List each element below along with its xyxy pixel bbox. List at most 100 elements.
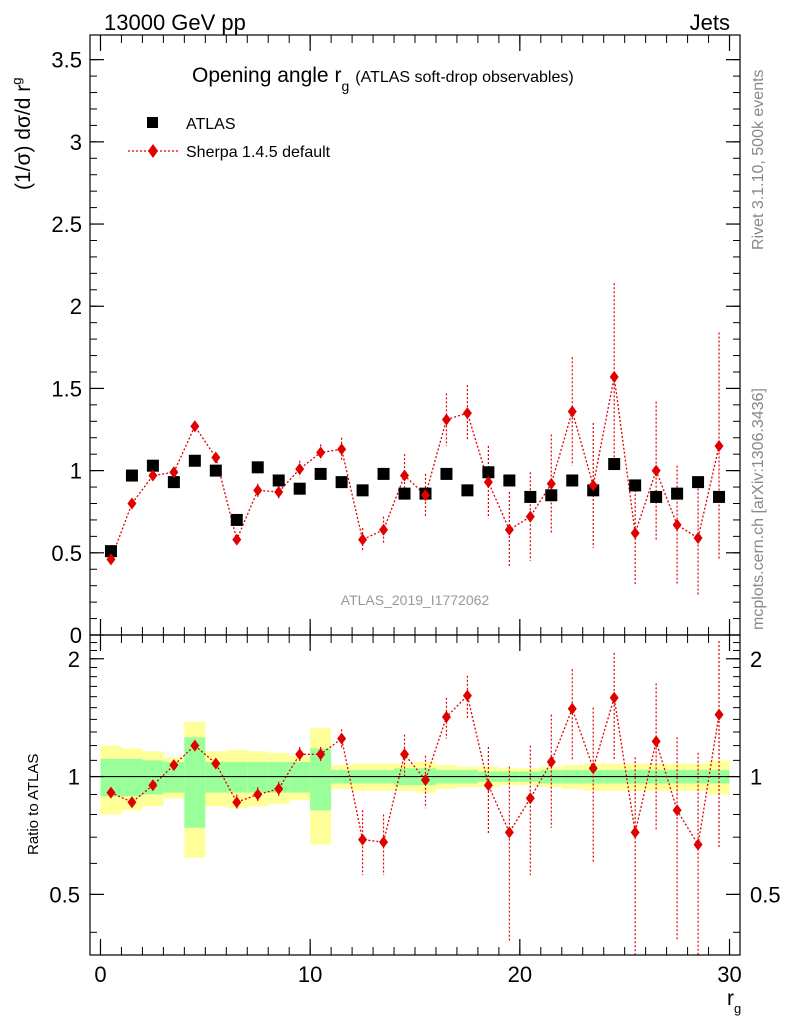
ratio-band-inner xyxy=(121,758,143,797)
sherpa-ratio-line xyxy=(110,694,720,847)
ratio-panel: 0.5 0.5 1 1 2 2 Ratio to ATLAS xyxy=(25,634,781,956)
atlas-data-point xyxy=(482,466,495,479)
chart-title: Opening angle rg (ATLAS soft-drop observa… xyxy=(192,64,574,94)
atlas-data-point xyxy=(125,469,138,482)
atlas-data-point xyxy=(713,490,726,503)
ratio-y-tick-label: 2 xyxy=(68,647,80,672)
sherpa-data-point xyxy=(316,446,326,459)
sherpa-data-point xyxy=(693,532,703,545)
ratio-band-inner xyxy=(184,737,206,828)
sherpa-ratio-point xyxy=(672,804,682,817)
mcplots-label: mcplots.cern.ch [arXiv:1306.3436] xyxy=(750,388,767,630)
legend-marker-sherpa xyxy=(148,144,158,158)
ratio-y-tick-label: 0.5 xyxy=(49,882,80,907)
x-tick-label: 20 xyxy=(508,962,532,987)
sherpa-line xyxy=(110,376,720,560)
sherpa-data-point xyxy=(274,485,284,498)
atlas-data-point xyxy=(608,458,621,471)
atlas-data-point xyxy=(167,476,180,489)
legend-label-sherpa: Sherpa 1.4.5 default xyxy=(186,144,331,161)
x-tick-label: 10 xyxy=(298,962,322,987)
y-tick-label: 1.5 xyxy=(51,376,82,401)
atlas-data-point xyxy=(230,513,243,526)
atlas-data-point xyxy=(146,459,159,472)
sherpa-data-point xyxy=(441,413,451,426)
sherpa-data-point xyxy=(169,466,179,479)
atlas-data-point xyxy=(335,476,348,489)
sherpa-ratio-point xyxy=(253,788,263,801)
ratio-y-tick-label-right: 0.5 xyxy=(750,882,781,907)
atlas-data-point xyxy=(314,467,327,480)
main-panel: 0 0.5 1 1.5 2 2.5 3 3.5 ATLAS_2019_I1772062 Ope… xyxy=(9,34,741,648)
ratio-band-inner xyxy=(226,761,248,793)
sherpa-data-point xyxy=(609,370,619,383)
sherpa-data-point xyxy=(714,439,724,452)
ratio-data-layer xyxy=(106,641,724,955)
y-tick-label: 0.5 xyxy=(51,541,82,566)
sherpa-data-point xyxy=(588,479,598,492)
sherpa-data-point xyxy=(504,523,514,536)
sherpa-data-point xyxy=(358,533,368,546)
atlas-data-point xyxy=(566,474,579,487)
sherpa-data-point xyxy=(190,420,200,433)
atlas-data-point xyxy=(398,487,411,500)
sherpa-ratio-point xyxy=(504,826,514,839)
x-tick-label: 30 xyxy=(717,962,741,987)
ratio-band-inner xyxy=(142,760,164,795)
sherpa-ratio-point xyxy=(651,735,661,748)
atlas-data-point xyxy=(104,545,117,558)
atlas-data-point xyxy=(545,489,558,502)
header-category: Jets xyxy=(690,10,730,35)
sherpa-ratio-point xyxy=(148,779,158,792)
sherpa-data-point xyxy=(253,484,263,497)
y-tick-label: 0 xyxy=(70,623,82,648)
main-data-layer xyxy=(104,283,726,596)
x-tick-label: 0 xyxy=(94,962,106,987)
sherpa-data-point xyxy=(400,469,410,482)
sherpa-data-point xyxy=(127,497,137,510)
ratio-y-axis-label: Ratio to ATLAS xyxy=(25,754,42,855)
atlas-data-point xyxy=(692,476,705,489)
atlas-data-point xyxy=(440,467,453,480)
sherpa-ratio-point xyxy=(693,838,703,851)
sherpa-data-point xyxy=(672,518,682,531)
sherpa-data-point xyxy=(232,533,242,546)
sherpa-ratio-point xyxy=(274,782,284,795)
sherpa-ratio-point xyxy=(462,689,472,702)
y-tick-label: 2 xyxy=(70,294,82,319)
sherpa-ratio-point xyxy=(483,779,493,792)
sherpa-ratio-point xyxy=(609,691,619,704)
sherpa-data-point xyxy=(337,443,347,456)
sherpa-data-point xyxy=(567,405,577,418)
sherpa-data-point xyxy=(462,407,472,420)
sherpa-data-point xyxy=(420,489,430,502)
rivet-version-label: Rivet 3.1.10, 500k events xyxy=(750,69,767,250)
sherpa-ratio-point xyxy=(441,710,451,723)
sherpa-ratio-point xyxy=(400,748,410,761)
ratio-band-inner xyxy=(289,761,311,793)
ratio-band-inner xyxy=(100,758,122,797)
sherpa-ratio-point xyxy=(630,826,640,839)
atlas-data-point xyxy=(629,479,642,492)
atlas-data-point xyxy=(524,490,537,503)
sherpa-data-point xyxy=(379,523,389,536)
sherpa-ratio-point xyxy=(106,786,116,799)
sherpa-ratio-point xyxy=(190,739,200,752)
ratio-band-inner xyxy=(310,748,332,811)
sherpa-data-point xyxy=(546,477,556,490)
x-axis-label: rg xyxy=(727,987,741,1016)
ratio-y-tick-label-right: 1 xyxy=(750,765,762,790)
y-tick-label: 3 xyxy=(70,130,82,155)
sherpa-ratio-point xyxy=(420,773,430,786)
ratio-band-inner xyxy=(247,761,269,793)
atlas-data-point xyxy=(461,484,474,497)
atlas-data-point xyxy=(293,482,306,495)
atlas-data-point xyxy=(188,454,201,467)
sherpa-ratio-point xyxy=(169,759,179,772)
ratio-y-tick-label: 1 xyxy=(68,765,80,790)
sherpa-ratio-point xyxy=(525,792,535,805)
atlas-data-point xyxy=(671,487,684,500)
sherpa-ratio-point xyxy=(316,748,326,761)
ratio-band-inner xyxy=(268,761,290,793)
y-tick-label: 3.5 xyxy=(51,48,82,73)
